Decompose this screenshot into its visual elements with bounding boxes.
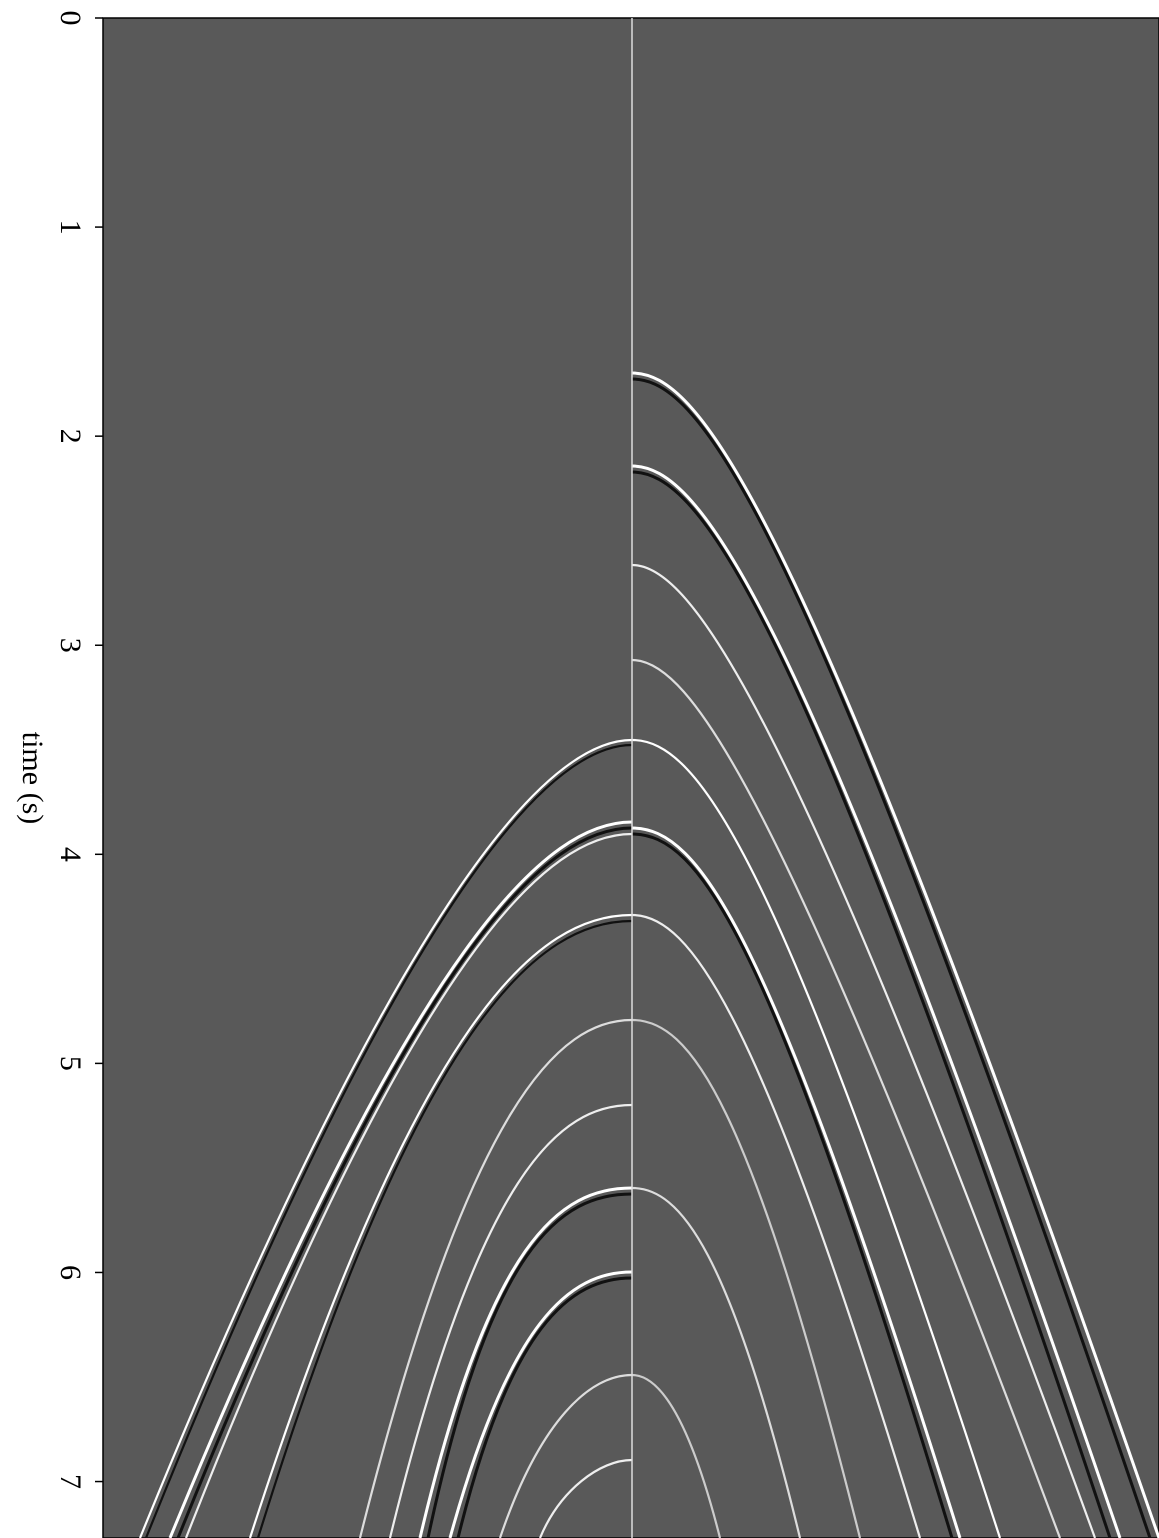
y-tick-label: 2 xyxy=(54,429,87,444)
y-tick-label: 4 xyxy=(54,847,87,862)
y-tick-label: 3 xyxy=(54,638,87,653)
page: time (s) 01234567 (() => { const data = … xyxy=(0,0,1159,1538)
y-tick-label: 7 xyxy=(54,1474,87,1489)
y-tick-label: 0 xyxy=(54,11,87,26)
y-tick-label: 5 xyxy=(54,1056,87,1071)
y-tick-label: 1 xyxy=(54,220,87,235)
plot-area xyxy=(103,18,1159,1538)
y-axis-label: time (s) xyxy=(16,732,49,824)
chart: time (s) 0 1 2 3 4 5 6 7 xyxy=(0,0,1159,1538)
y-tick-label: 6 xyxy=(54,1265,87,1280)
